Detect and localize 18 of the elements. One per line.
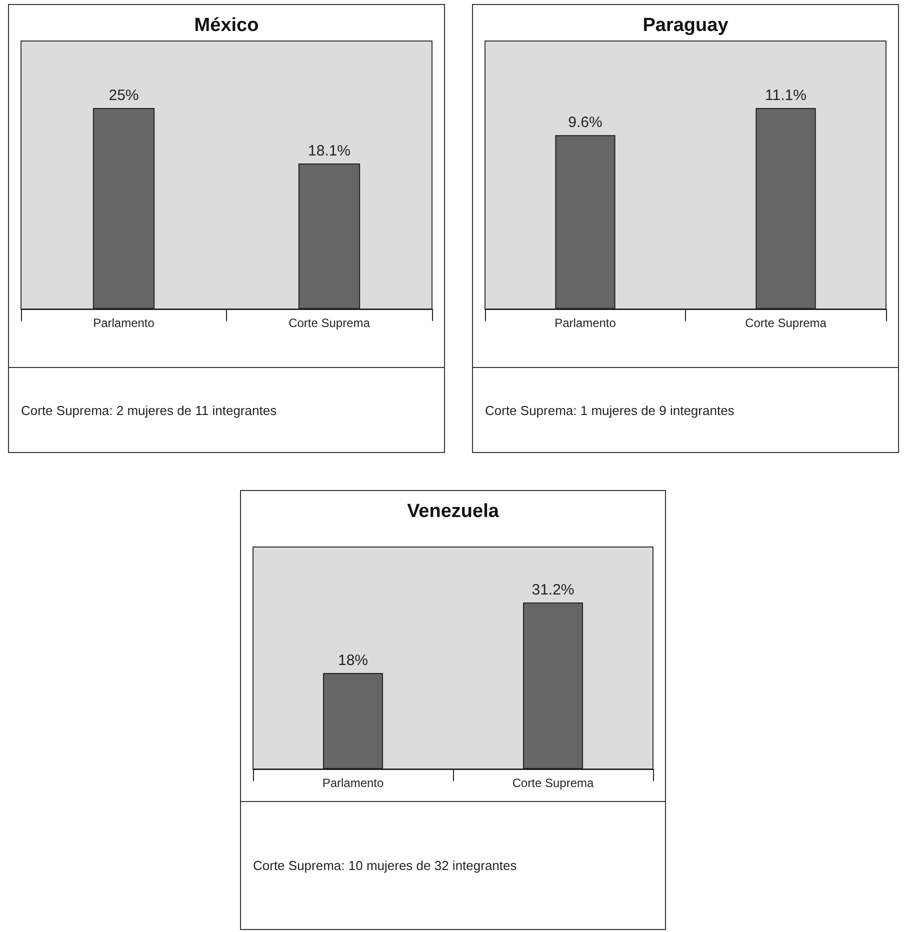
text: Corte Suprema: 10 mujeres de 32 integrantes bbox=[241, 801, 665, 929]
data-label: 31.2% bbox=[532, 582, 574, 598]
x-tick-label: Parlamento bbox=[93, 316, 155, 330]
chart-title: Paraguay bbox=[642, 15, 729, 36]
x-tick-label: Parlamento bbox=[322, 776, 384, 790]
x-tick-label: Corte Suprema bbox=[745, 316, 827, 330]
data-label: 18% bbox=[338, 652, 368, 669]
text: Corte Suprema: 2 mujeres de 11 integrantes bbox=[9, 367, 444, 452]
data-label: 11.1% bbox=[765, 87, 806, 104]
text: Corte Suprema: 1 mujeres de 9 integrantes bbox=[473, 367, 898, 452]
chart-title: México bbox=[194, 15, 259, 36]
data-label: 18.1% bbox=[308, 142, 351, 160]
data-label: 9.6% bbox=[568, 114, 602, 132]
x-tick-label: Parlamento bbox=[554, 316, 616, 330]
x-tick-label: Corte Suprema bbox=[512, 776, 594, 790]
x-tick-label: Corte Suprema bbox=[288, 316, 370, 330]
chart-title: Venezuela bbox=[407, 501, 500, 522]
data-label: 25% bbox=[108, 87, 139, 104]
